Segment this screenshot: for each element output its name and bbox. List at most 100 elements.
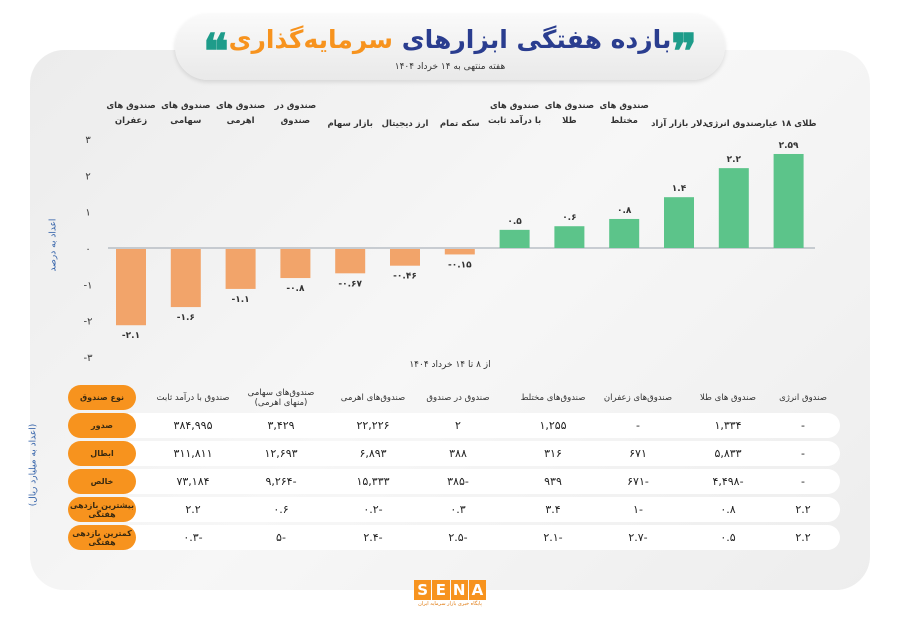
bar-value-label: -۰.۱۵ — [448, 260, 472, 270]
column-header: صندوق‌های مختلط — [520, 392, 586, 403]
table-cell: - — [801, 446, 805, 460]
bar — [554, 226, 585, 248]
table-cell: ۰.۸ — [720, 502, 736, 516]
row-background — [128, 525, 840, 550]
column-header: صندوق انرژی — [779, 392, 827, 403]
table-cell: ۲۲,۲۲۶ — [356, 418, 390, 432]
y-axis-label: اعداد به درصد — [48, 218, 59, 272]
table-cell: ۶۷۱ — [629, 446, 647, 460]
bar — [335, 249, 366, 274]
table-cell: -۰.۳ — [183, 530, 203, 544]
table-row: بیشترین بازدهی هفتگی ۲.۲ ۰.۶ -۰.۲ ۰.۳ ۳.۴ -۱ ۰.… — [68, 497, 840, 522]
table-row: ابطال ۳۱۱,۸۱۱ ۱۲,۶۹۳ ۶,۸۹۳ ۳۸۸ ۳۱۶ ۶۷۱ ۵,۸۳۳ - — [68, 441, 840, 466]
column-header: صندوق‌های اهرمی — [340, 392, 406, 403]
bar — [280, 249, 311, 279]
logo-letter: N — [450, 580, 468, 600]
bar — [225, 249, 256, 289]
table-cell: ۰.۶ — [273, 502, 289, 516]
y-tick-label: -۱ — [84, 280, 93, 291]
category-label: بازار سهام — [327, 119, 372, 129]
table-cell: -۹,۲۶۴ — [265, 474, 297, 488]
bar — [609, 218, 640, 248]
table-cell: ۱,۲۵۵ — [539, 418, 567, 432]
table-cell: ۲ — [455, 418, 461, 432]
table-cell: ۳۸۸ — [449, 446, 467, 460]
page-subtitle: هفته منتهی به ۱۴ خرداد ۱۴۰۴ — [394, 62, 506, 72]
page-title: بازده هفتگی ابزارهای سرمایه‌گذاری — [175, 24, 725, 56]
column-header: صندوق در صندوق — [426, 392, 490, 403]
table-cell: ۲.۲ — [795, 530, 811, 544]
row-label: کمترین بازدهی هفتگی — [68, 525, 136, 550]
category-label: صندوق های با درآمد ثابت — [488, 101, 541, 126]
table-cell: ۳۱۱,۸۱۱ — [173, 446, 213, 460]
table-cell: -۴,۴۹۸ — [712, 474, 744, 488]
table-cell: ۹۳۹ — [544, 474, 562, 488]
bar — [664, 197, 694, 248]
table-cell: -۵ — [276, 530, 286, 544]
row-label: ابطال — [68, 441, 136, 466]
table-cell: ۳۱۶ — [544, 446, 562, 460]
logo-tagline: پایگاه خبری بازار سرمایه ایران — [418, 601, 482, 607]
table-row: صدور ۳۸۴,۹۹۵ ۳,۴۲۹ ۲۲,۲۲۶ ۲ ۱,۲۵۵ - ۱,۳۳۴ - — [68, 413, 840, 438]
logo-letter: S — [414, 580, 432, 600]
bar-value-label: ۲.۲ — [727, 155, 742, 165]
table-cell: -۳۸۵ — [447, 474, 469, 488]
table-cell: -۲.۱ — [543, 530, 563, 544]
bar — [444, 249, 475, 255]
table-cell: ۶,۸۹۳ — [359, 446, 387, 460]
table-unit-label: (اعداد به میلیارد ریال) — [28, 423, 39, 507]
bar-value-label: ۰.۵ — [507, 217, 522, 227]
bar-value-label: ۱.۴ — [672, 184, 687, 194]
quote-open-icon: ❝ — [203, 24, 229, 80]
table-cell: ۳۸۴,۹۹۵ — [173, 418, 213, 432]
logo-letter: E — [432, 580, 450, 600]
column-header: صندوق‌های زعفران — [603, 392, 673, 403]
bar-value-label: ۰.۸ — [617, 206, 632, 216]
row-background — [128, 469, 840, 494]
table-cell: - — [801, 418, 805, 432]
bar-value-label: -۱.۶ — [177, 313, 195, 323]
table-cell: ۰.۵ — [720, 530, 736, 544]
column-header: صندوق‌های سهامی (منهای اهرمی) — [247, 387, 315, 408]
category-label: دلار بازار آزاد — [651, 117, 707, 129]
table-cell: ۷۳,۱۸۴ — [176, 474, 210, 488]
table-cell: -۰.۲ — [363, 502, 383, 516]
bar-value-label: -۲.۱ — [122, 331, 140, 341]
category-label: صندوق های زعفران — [106, 101, 155, 126]
table-cell: -۲.۷ — [628, 530, 648, 544]
row-header-corner: نوع صندوق — [68, 385, 136, 410]
category-label: صندوق در صندوق — [274, 101, 317, 126]
y-tick-label: -۳ — [84, 353, 94, 364]
bar-value-label: ۲.۵۹ — [779, 141, 799, 151]
row-label: بیشترین بازدهی هفتگی — [68, 497, 136, 522]
bar-value-label: -۰.۴۶ — [393, 272, 417, 282]
table-cell: ۵,۸۳۳ — [714, 446, 742, 460]
bar — [116, 249, 146, 326]
table-cell: ۲.۲ — [795, 502, 811, 516]
table-cell: -۲.۴ — [363, 530, 383, 544]
table-header-row: نوع صندوق صندوق با درآمد ثابت صندوق‌های سه… — [68, 385, 840, 410]
row-background — [128, 441, 840, 466]
row-label: خالص — [68, 469, 136, 494]
title-part2: سرمایه‌گذاری — [228, 25, 394, 54]
table-cell: ۱۵,۳۳۳ — [356, 474, 390, 488]
fund-flow-table: نوع صندوق صندوق با درآمد ثابت صندوق‌های سه… — [68, 385, 840, 553]
table-cell: ۱,۳۳۴ — [714, 418, 742, 432]
category-label: ارز دیجیتال — [382, 119, 429, 129]
row-background — [128, 413, 840, 438]
table-cell: - — [636, 418, 640, 432]
bar-chart: ۳ ۲ ۱ ۰ -۱ -۲ -۳ -۲.۱ صندوق های زعفران -۱.۶ صندوق ه… — [84, 101, 817, 364]
bar-value-label: ۰.۶ — [562, 213, 576, 223]
category-label: صندوق های اهرمی — [216, 101, 265, 126]
bar — [170, 249, 201, 308]
table-cell: ۲.۲ — [185, 502, 201, 516]
y-tick-label: -۲ — [84, 317, 93, 328]
table-cell: -۶۷۱ — [627, 474, 649, 488]
logo-letter: A — [468, 580, 486, 600]
bar — [499, 229, 530, 248]
table-row: کمترین بازدهی هفتگی -۰.۳ -۵ -۲.۴ -۲.۵ -۲.۱ -۲.… — [68, 525, 840, 550]
bar-value-label: -۰.۶۷ — [338, 279, 362, 289]
column-header: صندوق با درآمد ثابت — [156, 392, 230, 403]
table-cell: ۳,۴۲۹ — [267, 418, 295, 432]
